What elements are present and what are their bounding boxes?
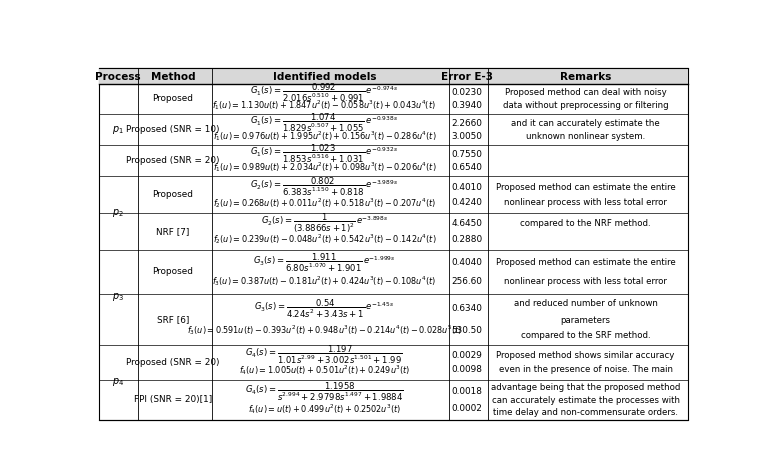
Text: NRF [7]: NRF [7]	[156, 227, 190, 236]
Text: Process: Process	[96, 72, 141, 82]
Text: $G_2(s) = \dfrac{1}{(3.8866s+1)^2}\,e^{-3.898s}$: $G_2(s) = \dfrac{1}{(3.8866s+1)^2}\,e^{-…	[260, 212, 388, 236]
Text: SRF [6]: SRF [6]	[157, 315, 189, 324]
Text: $f_1(u) = 0.989u(t)+2.034u^2(t)+0.098u^3(t)-0.206u^4(t)$: $f_1(u) = 0.989u(t)+2.034u^2(t)+0.098u^3…	[212, 160, 436, 175]
Text: 2.2660: 2.2660	[451, 119, 483, 128]
Text: $G_3(s) = \dfrac{1.911}{6.80s^{1.070}+1.901}\,e^{-1.999s}$: $G_3(s) = \dfrac{1.911}{6.80s^{1.070}+1.…	[253, 252, 396, 274]
Text: nonlinear process with less total error: nonlinear process with less total error	[504, 277, 667, 286]
Text: 256.60: 256.60	[451, 277, 483, 286]
Text: $p_2$: $p_2$	[113, 207, 124, 219]
Text: 0.2880: 0.2880	[451, 235, 483, 244]
Text: time delay and non-commensurate orders.: time delay and non-commensurate orders.	[493, 408, 678, 417]
Text: $G_1(s) = \dfrac{1.023}{1.853s^{0.516}+1.031}\,e^{-0.932s}$: $G_1(s) = \dfrac{1.023}{1.853s^{0.516}+1…	[250, 143, 398, 166]
Text: $G_3(s) = \dfrac{0.54}{4.24s^2+3.43s+1}\,e^{-1.45s}$: $G_3(s) = \dfrac{0.54}{4.24s^2+3.43s+1}\…	[254, 298, 394, 320]
Text: 3.0050: 3.0050	[451, 132, 483, 141]
Text: 530.50: 530.50	[451, 326, 483, 335]
Text: Proposed (SNR = 10): Proposed (SNR = 10)	[126, 125, 220, 134]
Text: $f_4(u) = u(t)+0.499u^2(t)+0.2502u^3(t)$: $f_4(u) = u(t)+0.499u^2(t)+0.2502u^3(t)$	[247, 402, 401, 416]
Text: Proposed method can estimate the entire: Proposed method can estimate the entire	[496, 258, 676, 267]
Text: $f_1(u) = 1.130u(t)+1.847u^2(t)-0.058u^3(t)+0.043u^4(t)$: $f_1(u) = 1.130u(t)+1.847u^2(t)-0.058u^3…	[212, 99, 436, 112]
Text: compared to the SRF method.: compared to the SRF method.	[521, 331, 650, 340]
Text: Proposed (SNR = 20): Proposed (SNR = 20)	[126, 358, 220, 367]
Text: $G_1(s) = \dfrac{0.992}{2.016s^{0.510}+0.991}\,e^{-0.974s}$: $G_1(s) = \dfrac{0.992}{2.016s^{0.510}+0…	[250, 81, 398, 104]
Text: $f_4(u) = 1.005u(t)+0.501u^2(t)+0.249u^3(t)$: $f_4(u) = 1.005u(t)+0.501u^2(t)+0.249u^3…	[239, 363, 410, 377]
Text: 0.0002: 0.0002	[451, 404, 483, 413]
Text: 0.0018: 0.0018	[451, 387, 483, 396]
Text: Proposed method can deal with noisy: Proposed method can deal with noisy	[505, 88, 666, 97]
Text: Proposed method shows similar accuracy: Proposed method shows similar accuracy	[496, 351, 675, 360]
Text: Proposed: Proposed	[152, 190, 193, 199]
Text: 0.3940: 0.3940	[451, 101, 483, 110]
Text: and it can accurately estimate the: and it can accurately estimate the	[511, 119, 660, 128]
Text: data without preprocessing or filtering: data without preprocessing or filtering	[502, 101, 668, 110]
Text: Method: Method	[151, 72, 195, 82]
Text: 0.0029: 0.0029	[451, 351, 483, 360]
Text: nonlinear process with less total error: nonlinear process with less total error	[504, 198, 667, 207]
Text: $p_4$: $p_4$	[113, 377, 124, 388]
Text: parameters: parameters	[561, 316, 611, 325]
Text: 0.0098: 0.0098	[451, 366, 483, 375]
Bar	[99, 68, 688, 83]
Text: $p_3$: $p_3$	[113, 291, 124, 303]
Text: and reduced number of unknown: and reduced number of unknown	[513, 299, 657, 308]
Text: $f_2(u) = 0.239u(t)-0.048u^2(t)+0.542u^3(t)-0.142u^4(t)$: $f_2(u) = 0.239u(t)-0.048u^2(t)+0.542u^3…	[212, 232, 436, 246]
Text: $f_1(u) = 0.976u(t)+1.995u^2(t)+0.156u^3(t)-0.286u^4(t)$: $f_1(u) = 0.976u(t)+1.995u^2(t)+0.156u^3…	[212, 129, 436, 143]
Text: advantage being that the proposed method: advantage being that the proposed method	[491, 383, 680, 392]
Text: 0.4040: 0.4040	[451, 258, 483, 267]
Text: 0.4010: 0.4010	[451, 183, 483, 192]
Text: $G_1(s) = \dfrac{1.074}{1.829s^{0.507}+1.055}\,e^{-0.938s}$: $G_1(s) = \dfrac{1.074}{1.829s^{0.507}+1…	[250, 112, 398, 134]
Text: $f_3(u) = 0.591u(t)-0.393u^2(t)+0.948u^3(t)-0.214u^4(t)-0.028u^5(t)$: $f_3(u) = 0.591u(t)-0.393u^2(t)+0.948u^3…	[187, 324, 462, 337]
Text: $f_3(u) = 0.387u(t)-0.181u^2(t)+0.424u^3(t)-0.108u^4(t)$: $f_3(u) = 0.387u(t)-0.181u^2(t)+0.424u^3…	[212, 274, 437, 288]
Text: even in the presence of noise. The main: even in the presence of noise. The main	[499, 366, 673, 375]
FancyBboxPatch shape	[99, 68, 688, 420]
Text: 0.6540: 0.6540	[451, 163, 483, 172]
Text: 0.4240: 0.4240	[451, 198, 483, 207]
Text: 0.7550: 0.7550	[451, 150, 483, 159]
Text: can accurately estimate the processes with: can accurately estimate the processes wi…	[492, 396, 679, 405]
Text: unknown nonlinear system.: unknown nonlinear system.	[526, 132, 645, 141]
Text: Proposed (SNR = 20): Proposed (SNR = 20)	[126, 156, 220, 165]
Text: Remarks: Remarks	[560, 72, 611, 82]
Text: Error E-3: Error E-3	[440, 72, 493, 82]
Text: 0.0230: 0.0230	[451, 88, 483, 97]
Text: $G_4(s) = \dfrac{1.197}{1.01s^{2.99}+3.002s^{1.501}+1.99}$: $G_4(s) = \dfrac{1.197}{1.01s^{2.99}+3.0…	[245, 344, 403, 367]
Text: compared to the NRF method.: compared to the NRF method.	[520, 219, 651, 228]
Text: Proposed: Proposed	[152, 267, 193, 276]
Text: $f_2(u) = 0.268u(t)+0.011u^2(t)+0.518u^3(t)-0.207u^4(t)$: $f_2(u) = 0.268u(t)+0.011u^2(t)+0.518u^3…	[213, 196, 436, 209]
Text: Proposed method can estimate the entire: Proposed method can estimate the entire	[496, 183, 676, 192]
Text: Proposed: Proposed	[152, 94, 193, 103]
Text: 0.6340: 0.6340	[451, 305, 483, 313]
Text: $G_4(s) = \dfrac{1.1958}{s^{2.994}+2.9798s^{1.497}+1.9884}$: $G_4(s) = \dfrac{1.1958}{s^{2.994}+2.979…	[245, 381, 404, 403]
Text: 4.6450: 4.6450	[451, 219, 483, 228]
Text: $p_1$: $p_1$	[113, 124, 124, 136]
Text: Identified models: Identified models	[273, 72, 376, 82]
Text: $G_2(s) = \dfrac{0.802}{6.383s^{1.150}+0.818}\,e^{-3.989s}$: $G_2(s) = \dfrac{0.802}{6.383s^{1.150}+0…	[250, 176, 398, 198]
Text: FPI (SNR = 20)[1]: FPI (SNR = 20)[1]	[134, 395, 212, 404]
